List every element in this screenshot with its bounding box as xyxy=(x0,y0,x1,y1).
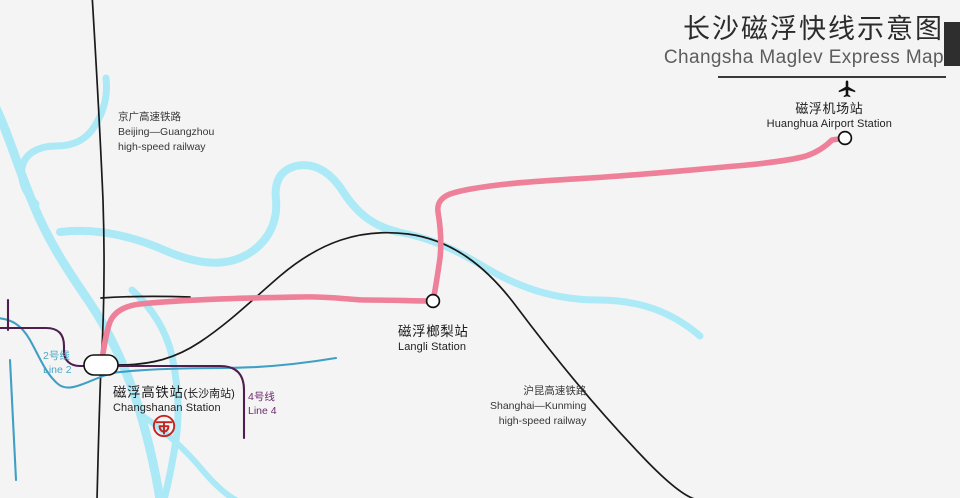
metro-line-4-name-en: Line 4 xyxy=(248,404,277,417)
metro-line-2-label: 2号线 Line 2 xyxy=(43,350,72,377)
station-name-cn-langli: 磁浮榔梨站 xyxy=(398,324,469,339)
airplane-icon xyxy=(836,78,858,100)
railway-east-stub xyxy=(100,295,191,299)
river-branch-south xyxy=(128,286,182,498)
station-label-changshanan: 磁浮高铁站(长沙南站) Changshanan Station xyxy=(113,381,235,414)
maglev-line-layer xyxy=(98,135,848,368)
title-underline xyxy=(718,76,946,78)
page-title-en: Changsha Maglev Express Map xyxy=(663,47,944,69)
station-label-airport: 磁浮机场站 Huanghua Airport Station xyxy=(767,98,892,130)
river-branch-east xyxy=(394,228,704,340)
page-title-cn: 长沙磁浮快线示意图 xyxy=(683,14,944,44)
station-name-cn-alias: (长沙南站) xyxy=(183,388,235,400)
metro-line-4-name-cn: 4号线 xyxy=(248,391,275,403)
station-marker-changshanan[interactable] xyxy=(83,354,119,376)
corner-accent-block xyxy=(944,22,960,66)
river-liuyang xyxy=(56,161,402,267)
station-name-en-langli: Langli Station xyxy=(398,341,467,353)
railway-shanghai-kunming xyxy=(100,231,695,498)
railway-name-en-bg-2: high-speed railway xyxy=(118,140,206,153)
station-name-en-airport: Huanghua Airport Station xyxy=(766,118,892,130)
railway-name-en-bg-1: Beijing—Guangzhou xyxy=(118,125,215,138)
station-name-cn-changshanan: 磁浮高铁站(长沙南站) xyxy=(113,381,235,401)
river-layer xyxy=(0,74,704,498)
metro-line-4-path xyxy=(0,326,246,440)
railway-layer xyxy=(91,0,695,498)
railway-beijing-guangzhou xyxy=(91,0,105,498)
railway-name-cn-sk: 沪昆高速铁路 xyxy=(523,385,587,397)
river-branch-northwest xyxy=(18,74,110,208)
railway-name-en-sk-1: Shanghai—Kunming xyxy=(490,399,587,412)
station-label-langli: 磁浮榔梨站 Langli Station xyxy=(398,320,469,353)
metro-line-2-west-stub xyxy=(8,358,18,482)
river-branch-lower xyxy=(137,411,239,498)
metro-line-4-label: 4号线 Line 4 xyxy=(248,391,277,418)
station-marker-airport[interactable] xyxy=(837,130,853,146)
map-title-block: 长沙磁浮快线示意图 Changsha Maglev Express Map xyxy=(664,14,944,69)
metro-line-2-name-en: Line 2 xyxy=(43,363,72,376)
railway-name-en-sk-2: high-speed railway xyxy=(498,414,587,427)
railway-label-beijing-guangzhou: 京广高速铁路 Beijing—Guangzhou high-speed rail… xyxy=(118,110,214,155)
maglev-line-path[interactable] xyxy=(98,135,848,368)
station-name-en-changshanan: Changshanan Station xyxy=(113,402,221,414)
station-name-cn-primary: 磁浮高铁站 xyxy=(113,385,184,400)
metro-line-2-name-cn: 2号线 xyxy=(43,350,70,362)
railway-name-cn-bg: 京广高速铁路 xyxy=(118,111,181,123)
china-railway-logo-icon xyxy=(152,414,176,438)
station-name-cn-airport: 磁浮机场站 xyxy=(795,101,864,116)
station-marker-layer xyxy=(83,130,853,376)
railway-label-shanghai-kunming: 沪昆高速铁路 Shanghai—Kunming high-speed railw… xyxy=(490,384,586,429)
station-marker-langli[interactable] xyxy=(425,293,441,309)
metro-line-4 xyxy=(0,298,246,440)
